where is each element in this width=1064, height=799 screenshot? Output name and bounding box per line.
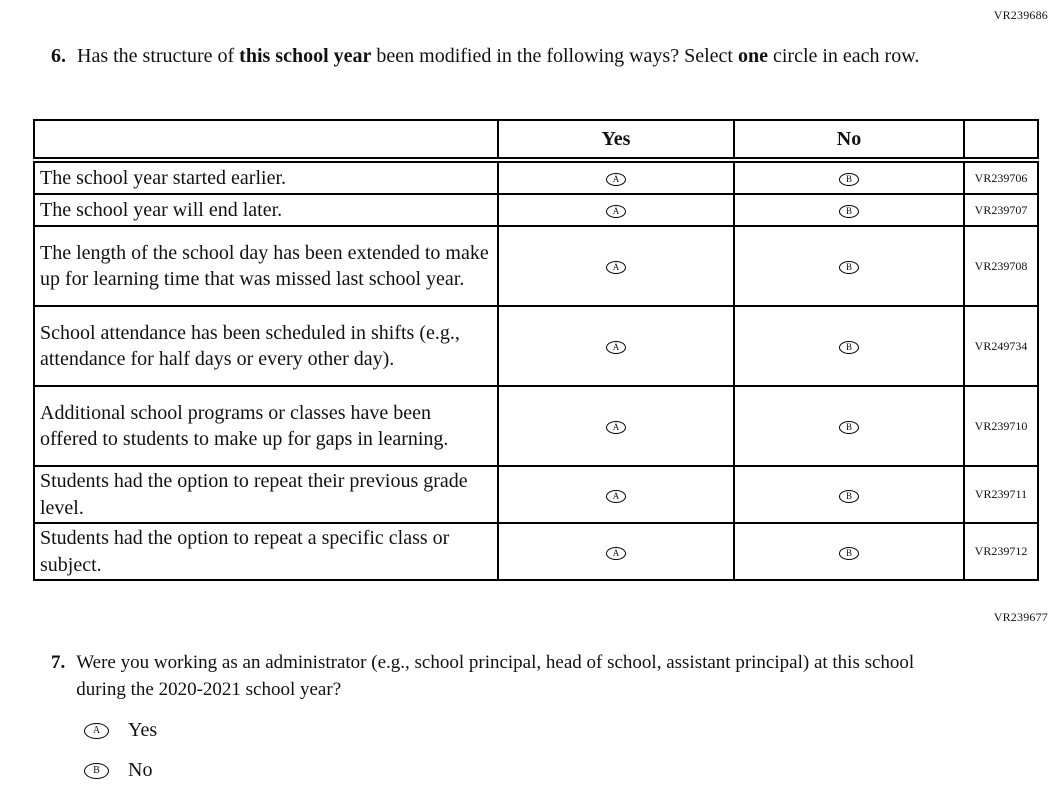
row-statement: The school year will end later. xyxy=(33,193,499,227)
bubble-letter: B xyxy=(845,342,852,352)
option-b-bubble[interactable]: B xyxy=(839,173,859,186)
no-cell: B xyxy=(733,385,965,467)
option-a-bubble[interactable]: A xyxy=(606,421,626,434)
row-statement: Students had the option to repeat their … xyxy=(33,465,499,524)
yes-cell: A xyxy=(497,159,735,195)
form-code-section7: VR239677 xyxy=(993,610,1048,624)
bubble-letter: B xyxy=(93,764,100,776)
bubble-letter: A xyxy=(612,547,620,558)
table-row: The length of the school day has been ex… xyxy=(33,225,1039,307)
option-a-bubble[interactable]: A xyxy=(606,489,626,503)
question-6-text-part: Has the structure of xyxy=(77,45,240,67)
row-statement: The school year started earlier. xyxy=(33,159,499,195)
table-row: The school year will end later. A B VR23… xyxy=(33,193,1039,227)
option-a-bubble[interactable]: A xyxy=(606,546,626,560)
option-b-bubble[interactable]: B xyxy=(84,762,109,779)
yes-cell: A xyxy=(497,465,735,524)
option-yes-row: A Yes xyxy=(84,719,157,742)
option-a-bubble[interactable]: A xyxy=(606,261,626,274)
header-yes: Yes xyxy=(497,119,735,163)
header-code-blank xyxy=(963,119,1039,163)
question-7: 7. Were you working as an administrator … xyxy=(51,649,971,703)
row-statement: School attendance has been scheduled in … xyxy=(33,305,499,387)
question-6-text: Has the structure of this school year be… xyxy=(77,43,956,70)
option-no-label: No xyxy=(128,759,153,781)
yes-cell: A xyxy=(497,522,735,581)
bubble-letter: A xyxy=(612,262,620,272)
question-6-bold-one: one xyxy=(737,45,768,67)
bubble-letter: A xyxy=(612,174,620,184)
question-7-options: A Yes B No xyxy=(84,719,157,782)
bubble-letter: B xyxy=(845,262,852,272)
bubble-letter: A xyxy=(612,206,620,216)
no-cell: B xyxy=(733,193,965,227)
bubble-letter: B xyxy=(845,422,852,432)
bubble-letter: B xyxy=(845,490,852,501)
option-a-bubble[interactable]: A xyxy=(606,341,626,354)
yes-cell: A xyxy=(497,305,735,387)
question-7-number: 7. xyxy=(51,652,66,673)
row-code: VR239710 xyxy=(963,385,1039,467)
table-row: Students had the option to repeat their … xyxy=(33,465,1039,524)
form-code-top: VR239686 xyxy=(993,8,1048,22)
question-6: 6. Has the structure of this school year… xyxy=(51,43,956,70)
yes-cell: A xyxy=(497,385,735,467)
no-cell: B xyxy=(733,225,965,307)
question-7-text: Were you working as an administrator (e.… xyxy=(76,652,915,700)
question-6-text-part: been modified in the following ways? Sel… xyxy=(371,45,738,67)
bubble-letter: B xyxy=(845,206,852,216)
question-6-number: 6. xyxy=(51,45,66,67)
option-b-bubble[interactable]: B xyxy=(839,546,859,560)
row-code: VR239706 xyxy=(963,159,1039,195)
table-row: Students had the option to repeat a spec… xyxy=(33,522,1039,581)
header-blank xyxy=(33,119,499,163)
bubble-letter: A xyxy=(92,724,101,736)
row-statement: Students had the option to repeat a spec… xyxy=(33,522,499,581)
bubble-letter: A xyxy=(612,490,620,501)
row-code: VR239711 xyxy=(963,465,1039,524)
option-b-bubble[interactable]: B xyxy=(839,489,859,503)
option-no-row: B No xyxy=(84,759,157,782)
table-header-row: Yes No xyxy=(33,119,1039,163)
row-statement: The length of the school day has been ex… xyxy=(33,225,499,307)
option-b-bubble[interactable]: B xyxy=(839,261,859,274)
no-cell: B xyxy=(733,159,965,195)
no-cell: B xyxy=(733,305,965,387)
bubble-letter: A xyxy=(612,422,620,432)
yes-cell: A xyxy=(497,225,735,307)
yes-cell: A xyxy=(497,193,735,227)
bubble-letter: B xyxy=(845,547,852,558)
no-cell: B xyxy=(733,522,965,581)
row-code: VR239712 xyxy=(963,522,1039,581)
no-cell: B xyxy=(733,465,965,524)
row-code: VR239707 xyxy=(963,193,1039,227)
table-row: Additional school programs or classes ha… xyxy=(33,385,1039,467)
option-yes-label: Yes xyxy=(128,719,158,741)
question-6-table: Yes No The school year started earlier. … xyxy=(33,119,1039,581)
row-statement: Additional school programs or classes ha… xyxy=(33,385,499,467)
table-row: School attendance has been scheduled in … xyxy=(33,305,1039,387)
question-6-bold-this-school-year: this school year xyxy=(239,45,372,67)
option-a-bubble[interactable]: A xyxy=(84,722,109,739)
option-b-bubble[interactable]: B xyxy=(839,205,859,218)
bubble-letter: A xyxy=(612,342,620,352)
question-6-text-part: circle in each row. xyxy=(767,45,920,67)
row-code: VR249734 xyxy=(963,305,1039,387)
option-b-bubble[interactable]: B xyxy=(839,341,859,354)
option-b-bubble[interactable]: B xyxy=(839,421,859,434)
option-a-bubble[interactable]: A xyxy=(606,205,626,218)
option-a-bubble[interactable]: A xyxy=(606,173,626,186)
table-row: The school year started earlier. A B VR2… xyxy=(33,159,1039,195)
row-code: VR239708 xyxy=(963,225,1039,307)
header-no: No xyxy=(733,119,965,163)
bubble-letter: B xyxy=(845,174,852,184)
